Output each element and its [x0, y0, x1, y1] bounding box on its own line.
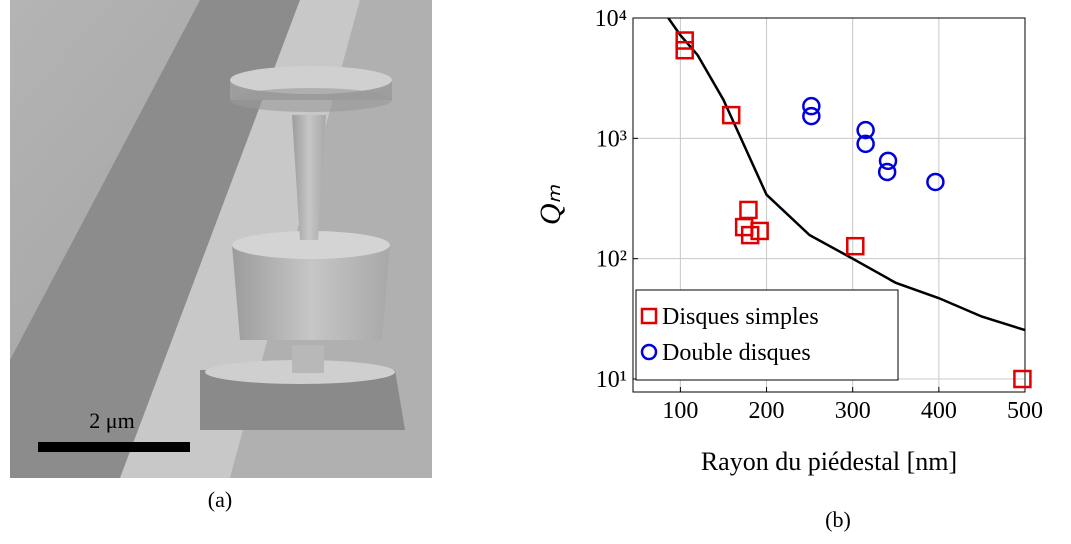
marker-circle: [856, 134, 875, 154]
y-axis-label: Qₘ: [534, 185, 567, 226]
scale-bar: [38, 442, 190, 452]
y-tick-label: 10³: [596, 126, 627, 152]
legend-label: Disques simples: [662, 304, 819, 330]
x-tick-label: 500: [1007, 398, 1043, 424]
y-tick-label: 10²: [596, 247, 627, 273]
marker-circle: [926, 172, 945, 192]
legend-marker: [640, 343, 658, 361]
marker-square: [846, 236, 865, 256]
marker-square: [721, 105, 741, 125]
sem-image: 2 μm: [10, 0, 432, 478]
marker-circle: [856, 120, 875, 140]
legend-label: Double disques: [662, 340, 811, 366]
legend-box: [635, 289, 899, 381]
legend-marker: [640, 307, 658, 325]
x-tick-label: 400: [921, 398, 957, 424]
marker-square: [675, 31, 694, 50]
x-tick-label: 200: [749, 398, 785, 424]
marker-square: [750, 221, 769, 241]
caption-a: (a): [208, 487, 232, 512]
x-tick-label: 100: [662, 398, 698, 424]
fit-line: [667, 18, 1025, 332]
caption-b: (b): [825, 507, 851, 532]
x-axis-label: Rayon du piédestal [nm]: [701, 447, 957, 476]
marker-circle: [877, 162, 897, 182]
marker-circle: [802, 106, 821, 126]
marker-square: [675, 40, 694, 60]
marker-circle: [802, 96, 821, 116]
scale-label: 2 μm: [89, 408, 134, 433]
marker-circle: [878, 151, 898, 171]
marker-square: [740, 225, 760, 245]
plot-frame: [632, 17, 1026, 393]
x-tick-label: 300: [835, 398, 871, 424]
y-tick-label: 10¹: [596, 367, 627, 393]
marker-square: [739, 200, 758, 220]
y-tick-label: 10⁴: [595, 6, 627, 32]
chart: 100 200 300 400 500 10¹ 10² 10³ 10⁴ Rayon du piéd…: [534, 6, 1043, 476]
marker-square: [1013, 369, 1032, 389]
